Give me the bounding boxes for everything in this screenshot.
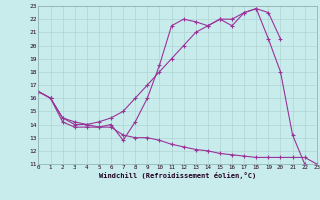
X-axis label: Windchill (Refroidissement éolien,°C): Windchill (Refroidissement éolien,°C) (99, 172, 256, 179)
